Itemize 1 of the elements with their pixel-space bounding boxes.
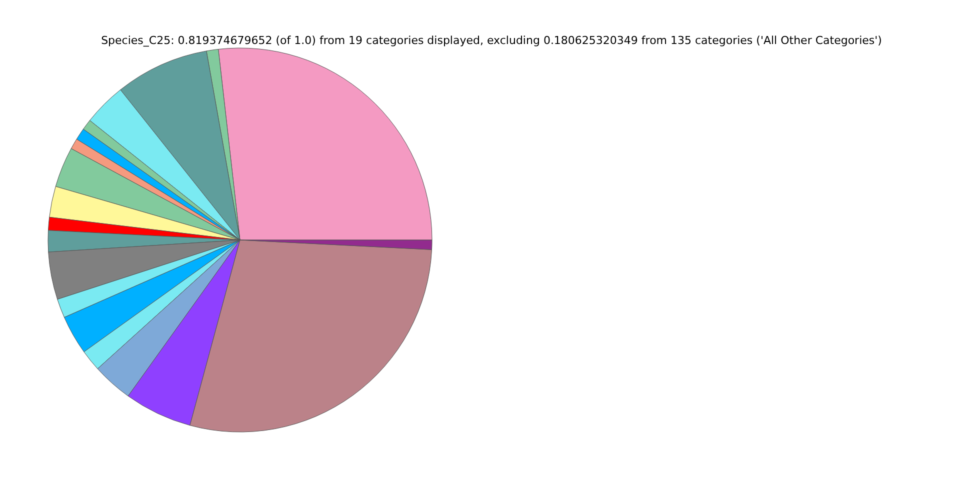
text: Species_C25: 0.819374679652 (of 1.0) from 19 categories displayed, excluding 0.180625320349 from 135 categories ('All Other Categories') xyxy=(101,34,882,47)
